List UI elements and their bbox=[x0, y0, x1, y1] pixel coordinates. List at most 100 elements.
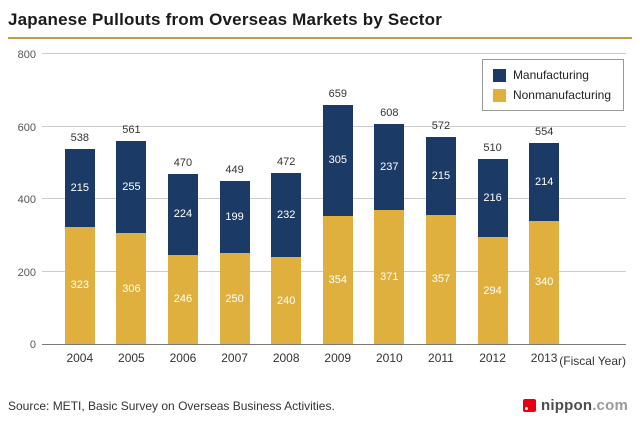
x-axis-tick-label: 2011 bbox=[428, 351, 454, 365]
fiscal-year-label: (Fiscal Year) bbox=[559, 354, 626, 368]
bar-total-label: 538 bbox=[70, 131, 89, 144]
y-axis-tick-label: 400 bbox=[17, 194, 36, 206]
x-axis-tick-label: 2004 bbox=[66, 351, 94, 365]
y-axis-labels: 0 200 400 600 800 bbox=[14, 49, 36, 351]
nippon-logo-main: nippon bbox=[541, 397, 593, 414]
bar-segment-manufacturing: 305 bbox=[322, 105, 353, 216]
nippon-logo-text: nippon.com bbox=[541, 397, 628, 414]
x-axis-tick-label: 2005 bbox=[118, 351, 145, 365]
gridline bbox=[42, 53, 626, 54]
bar-segment-nonmanufacturing: 294 bbox=[477, 237, 508, 344]
bar-column: 255 306 561 2005 bbox=[106, 55, 158, 365]
legend-label-nonmanufacturing: Nonmanufacturing bbox=[512, 88, 611, 102]
bar-total-label: 472 bbox=[276, 155, 296, 168]
nonmanufacturing-value-label: 357 bbox=[431, 273, 451, 286]
stacked-bar: 215 357 bbox=[425, 136, 456, 344]
bar-segment-manufacturing: 215 bbox=[425, 136, 456, 215]
nonmanufacturing-value-label: 246 bbox=[173, 293, 193, 306]
manufacturing-value-label: 232 bbox=[276, 208, 296, 221]
nonmanufacturing-value-label: 306 bbox=[122, 282, 141, 295]
bars: 215 323 538 2004 255 306 561 2005 224 246 470 2006 1… bbox=[54, 55, 570, 365]
x-axis-tick-label: 2010 bbox=[376, 351, 403, 365]
bar-segment-nonmanufacturing: 340 bbox=[529, 220, 560, 344]
bar-column: 237 371 608 2010 bbox=[364, 55, 416, 365]
nippon-logo-suffix: .com bbox=[592, 397, 628, 414]
stacked-bar: 214 340 bbox=[529, 143, 560, 344]
x-axis-tick-label: 2013 bbox=[530, 351, 558, 365]
nonmanufacturing-value-label: 240 bbox=[276, 294, 296, 307]
y-axis-tick-label: 200 bbox=[17, 266, 36, 279]
bar-column: 305 354 659 2009 bbox=[312, 55, 364, 365]
manufacturing-value-label: 237 bbox=[380, 160, 399, 173]
nonmanufacturing-value-label: 294 bbox=[483, 284, 502, 297]
manufacturing-value-label: 305 bbox=[328, 154, 347, 167]
bar-segment-manufacturing: 237 bbox=[374, 123, 405, 210]
manufacturing-value-label: 215 bbox=[431, 169, 451, 182]
bar-total-label: 572 bbox=[431, 119, 451, 132]
nippon-logo-mark-icon bbox=[523, 399, 536, 412]
bar-total-label: 659 bbox=[328, 88, 347, 101]
nippon-logo: nippon.com bbox=[523, 397, 628, 414]
bar-segment-manufacturing: 199 bbox=[219, 181, 250, 254]
bar-column: 224 246 470 2006 bbox=[157, 55, 209, 365]
bar-column: 215 357 572 2011 bbox=[415, 55, 467, 365]
bar-column: 199 250 449 2007 bbox=[209, 55, 261, 365]
chart-title: Japanese Pullouts from Overseas Markets … bbox=[8, 10, 443, 29]
nonmanufacturing-value-label: 250 bbox=[225, 292, 244, 305]
stacked-bar: 255 306 bbox=[116, 140, 147, 344]
bar-segment-manufacturing: 232 bbox=[271, 172, 302, 257]
legend: Manufacturing Nonmanufacturing bbox=[481, 59, 624, 111]
legend-label-manufacturing: Manufacturing bbox=[512, 68, 589, 82]
bar-column: 214 340 554 2013 bbox=[518, 55, 570, 365]
bar-column: 232 240 472 2008 bbox=[260, 55, 312, 365]
stacked-bar: 199 250 bbox=[219, 181, 250, 344]
chart-header: Japanese Pullouts from Overseas Markets … bbox=[0, 0, 640, 39]
bar-column: 216 294 510 2012 bbox=[467, 55, 519, 365]
manufacturing-value-label: 216 bbox=[483, 192, 502, 205]
chart-area: 0 200 400 600 800 215 323 538 2004 255 306 561 2005… bbox=[14, 45, 626, 385]
bar-total-label: 510 bbox=[483, 142, 502, 155]
bar-total-label: 449 bbox=[225, 164, 244, 177]
y-axis-tick-label: 600 bbox=[17, 121, 36, 134]
nonmanufacturing-value-label: 371 bbox=[380, 270, 399, 283]
bar-segment-manufacturing: 215 bbox=[64, 148, 95, 227]
stacked-bar: 216 294 bbox=[477, 159, 508, 344]
nonmanufacturing-value-label: 323 bbox=[70, 279, 89, 292]
bar-segment-nonmanufacturing: 371 bbox=[374, 209, 405, 344]
bar-segment-manufacturing: 224 bbox=[167, 173, 198, 255]
legend-item-manufacturing: Manufacturing bbox=[492, 68, 611, 82]
y-axis-tick-label: 800 bbox=[17, 49, 36, 61]
legend-item-nonmanufacturing: Nonmanufacturing bbox=[492, 88, 611, 102]
bar-segment-nonmanufacturing: 357 bbox=[425, 214, 456, 344]
footer: Source: METI, Basic Survey on Overseas B… bbox=[0, 385, 640, 414]
bar-segment-nonmanufacturing: 354 bbox=[322, 215, 353, 344]
bar-segment-nonmanufacturing: 240 bbox=[271, 257, 302, 344]
stacked-bar: 215 323 bbox=[64, 148, 95, 344]
nonmanufacturing-value-label: 354 bbox=[328, 273, 347, 286]
bar-segment-manufacturing: 216 bbox=[477, 159, 508, 238]
bar-segment-nonmanufacturing: 250 bbox=[219, 253, 250, 344]
bar-column: 215 323 538 2004 bbox=[54, 55, 106, 365]
plot-area: 215 323 538 2004 255 306 561 2005 224 246 470 2006 1… bbox=[42, 53, 626, 365]
nonmanufacturing-value-label: 340 bbox=[534, 276, 554, 289]
x-axis-tick-label: 2007 bbox=[221, 351, 248, 365]
x-axis-tick-label: 2006 bbox=[169, 351, 197, 365]
manufacturing-value-label: 255 bbox=[122, 180, 141, 193]
stacked-bar: 305 354 bbox=[322, 105, 353, 344]
stacked-bar: 224 246 bbox=[167, 173, 198, 344]
bar-segment-nonmanufacturing: 246 bbox=[167, 254, 198, 344]
bar-segment-manufacturing: 255 bbox=[116, 140, 147, 234]
x-axis-tick-label: 2012 bbox=[479, 351, 506, 365]
manufacturing-value-label: 215 bbox=[70, 181, 89, 194]
bar-segment-manufacturing: 214 bbox=[529, 143, 560, 221]
bar-total-label: 554 bbox=[534, 126, 554, 139]
x-axis-tick-label: 2009 bbox=[324, 351, 352, 365]
manufacturing-value-label: 214 bbox=[534, 175, 554, 188]
x-axis-tick-label: 2008 bbox=[272, 351, 300, 365]
stacked-bar: 237 371 bbox=[374, 123, 405, 344]
bar-segment-nonmanufacturing: 306 bbox=[116, 233, 147, 344]
stacked-bar: 232 240 bbox=[271, 172, 302, 344]
bar-segment-nonmanufacturing: 323 bbox=[64, 226, 95, 344]
y-axis-tick-label: 0 bbox=[29, 339, 36, 351]
manufacturing-value-label: 199 bbox=[225, 211, 244, 224]
